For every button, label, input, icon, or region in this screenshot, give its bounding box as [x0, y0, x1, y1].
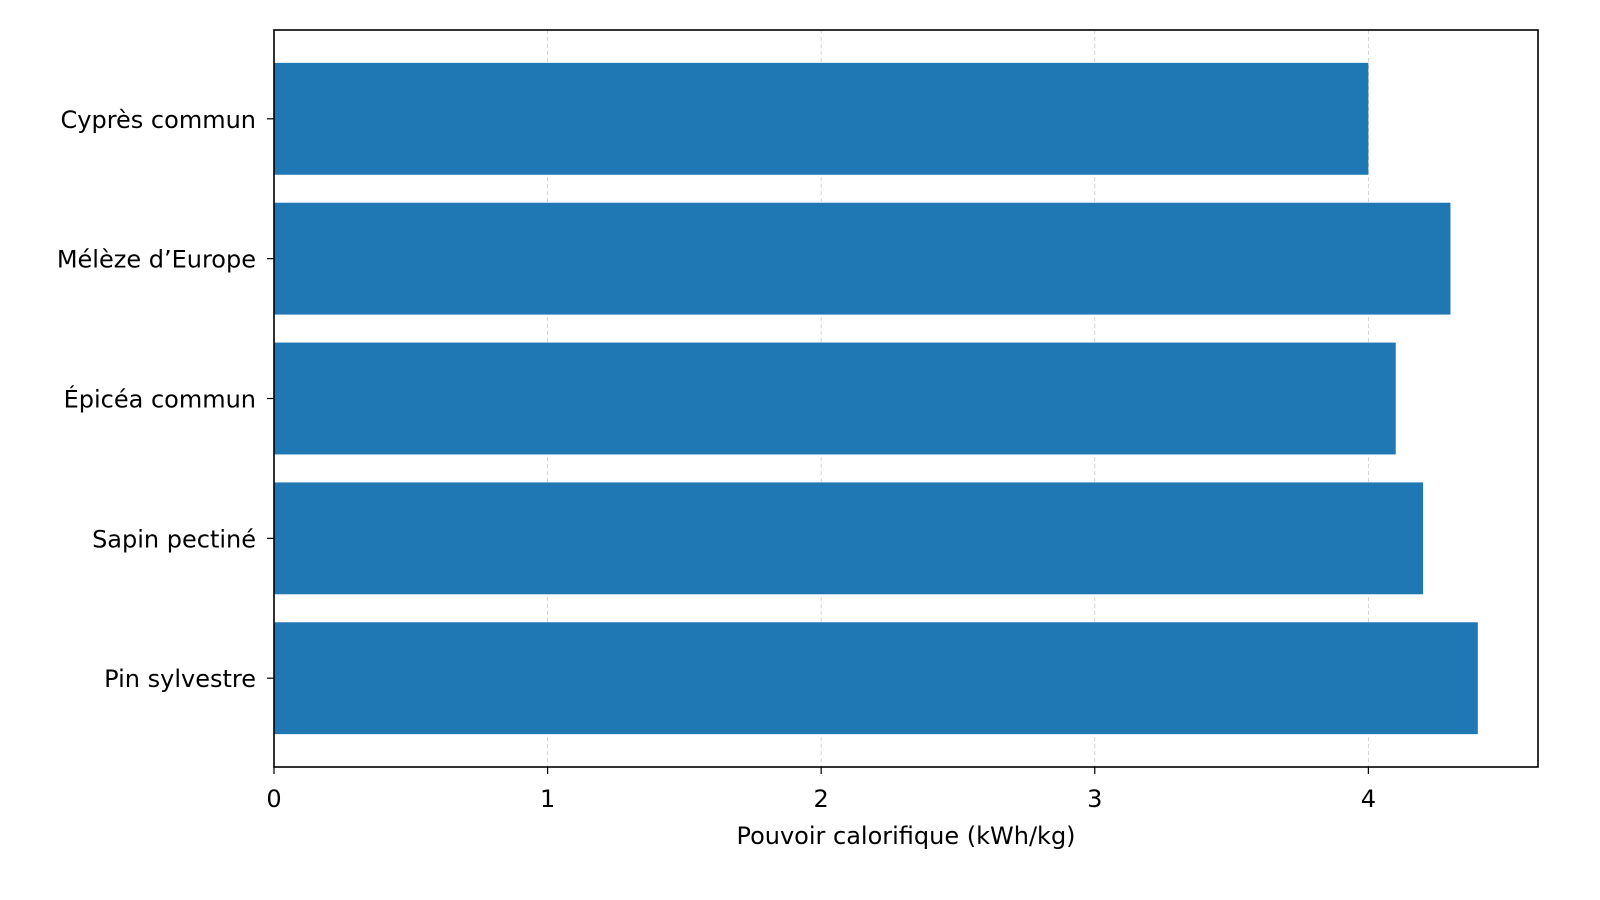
x-tick-label: 1	[540, 785, 555, 813]
y-tick-label: Mélèze d’Europe	[57, 246, 256, 274]
bar	[274, 342, 1396, 455]
bar	[274, 482, 1424, 595]
x-axis-label: Pouvoir calorifique (kWh/kg)	[736, 822, 1075, 850]
x-tick-label: 2	[814, 785, 829, 813]
y-tick-label: Sapin pectiné	[92, 525, 256, 553]
x-tick-label: 0	[266, 785, 281, 813]
x-tick-label: 3	[1087, 785, 1102, 813]
x-tick-label: 4	[1361, 785, 1376, 813]
y-tick-label: Pin sylvestre	[104, 665, 256, 693]
bar	[274, 622, 1478, 735]
y-tick-label: Épicéa commun	[64, 385, 256, 414]
plot-frame	[273, 29, 1539, 768]
bar	[274, 202, 1451, 315]
bar	[274, 62, 1369, 175]
y-tick-label: Cyprès commun	[61, 106, 257, 134]
